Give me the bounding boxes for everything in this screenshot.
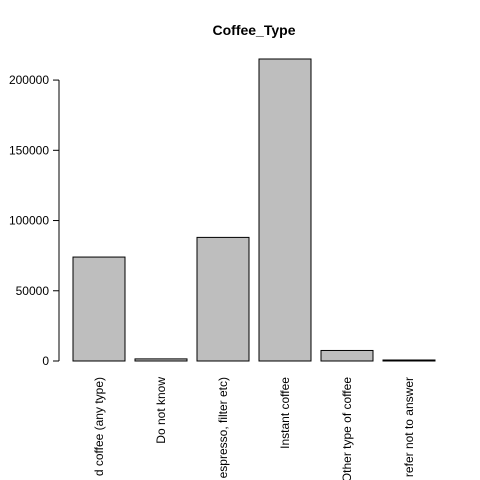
x-tick-label: Other type of coffee	[340, 377, 354, 480]
y-tick-label: 50000	[16, 284, 50, 298]
y-tick-label: 150000	[9, 143, 49, 157]
bar-4	[258, 58, 312, 362]
x-tick-label: Instant coffee	[278, 377, 292, 449]
y-tick-label: 0	[42, 354, 49, 368]
x-tick-label: refer not to answer	[402, 377, 416, 477]
bars-group	[72, 58, 436, 362]
bar-3	[196, 236, 250, 362]
x-axis-labels: d coffee (any type) Do not know espresso, …	[92, 377, 416, 480]
bar-2	[134, 358, 188, 362]
x-tick-label: d coffee (any type)	[92, 377, 106, 476]
x-tick-label: Do not know	[154, 377, 168, 444]
bar-6	[382, 359, 436, 362]
chart-title: Coffee_Type	[213, 22, 296, 38]
y-axis: 0 50000 100000 150000 200000	[9, 73, 60, 368]
bar-1	[72, 256, 126, 362]
x-tick-label: espresso, filter etc)	[216, 377, 230, 478]
y-tick-label: 100000	[9, 214, 49, 228]
bar-5	[320, 349, 374, 362]
y-tick-label: 200000	[9, 73, 49, 87]
